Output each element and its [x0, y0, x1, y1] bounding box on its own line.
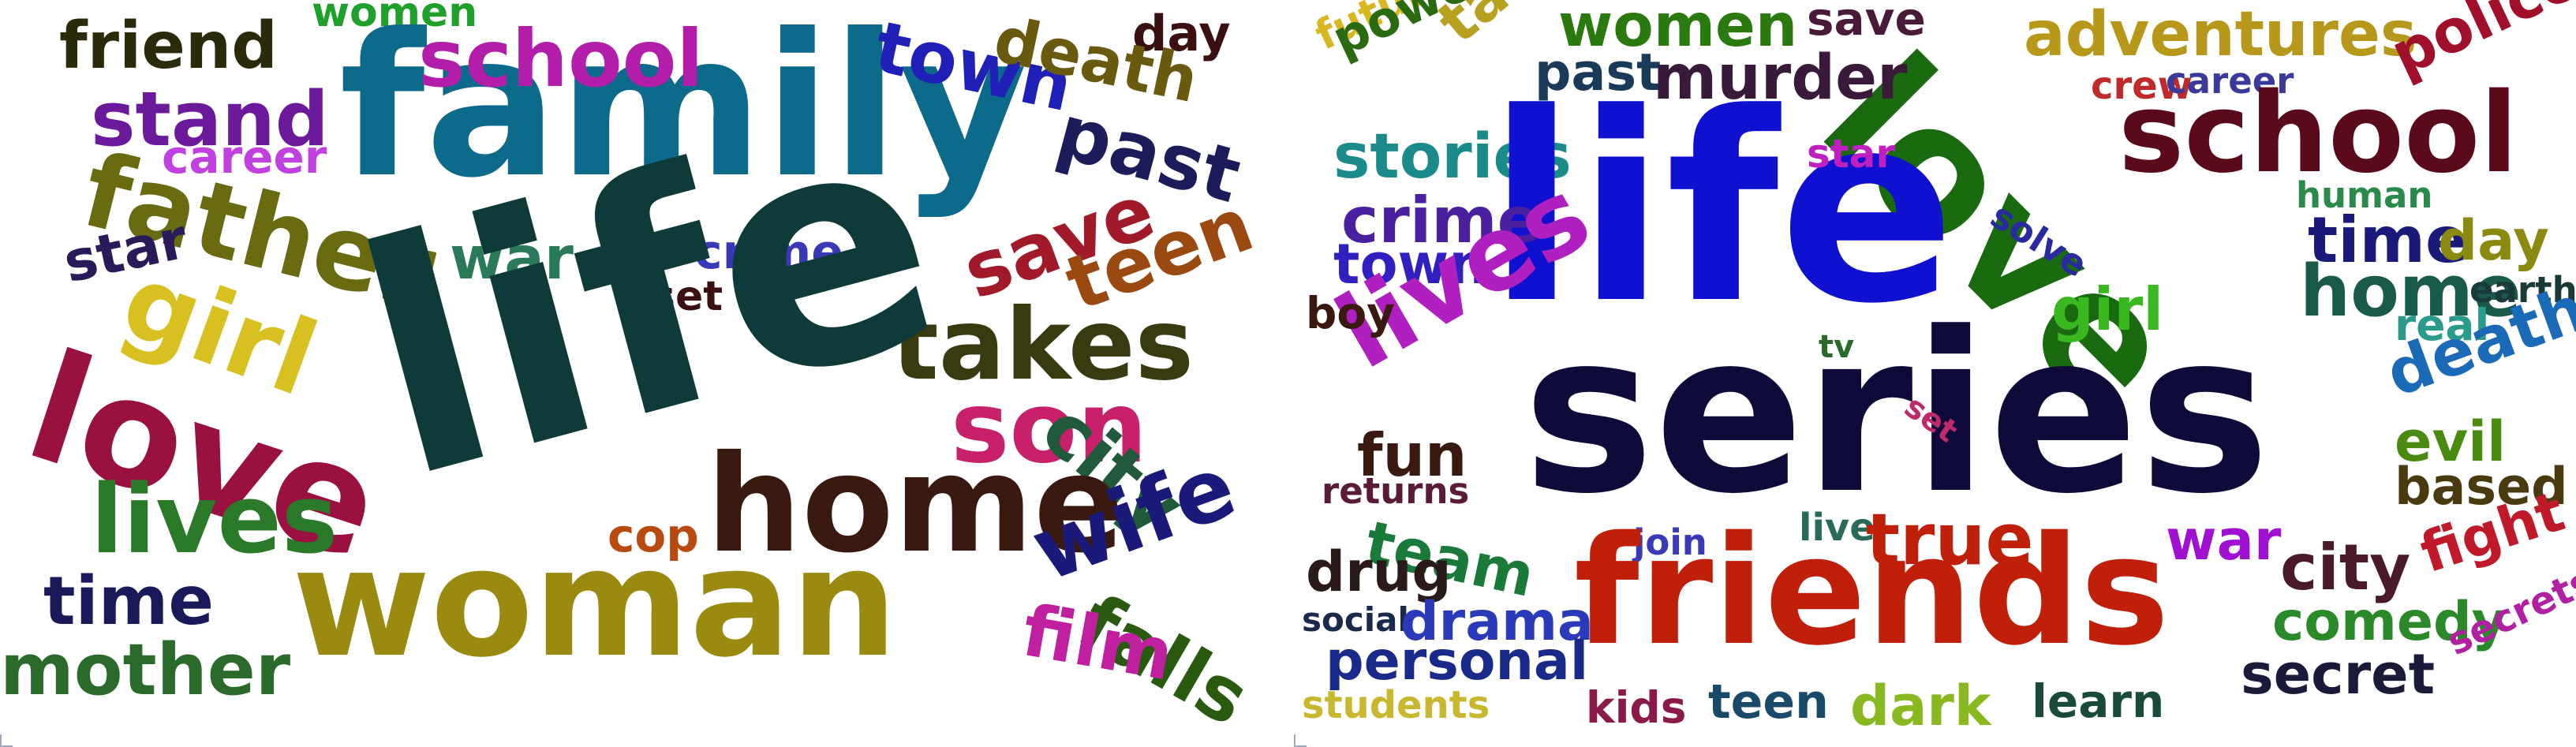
cloud-word: past — [1535, 43, 1662, 103]
cloud-word: time — [43, 562, 214, 641]
cloud-word: personal — [1325, 630, 1589, 693]
cloud-word: family — [339, 0, 1028, 221]
cloud-word: learn — [2032, 674, 2165, 728]
cloud-word: takes — [892, 288, 1195, 402]
cloud-word: crew — [2091, 64, 2193, 108]
cloud-word: based — [2395, 458, 2568, 517]
cloud-word: real — [2395, 300, 2490, 350]
cloud-word: friends — [1574, 504, 2170, 678]
word-cloud-right: futurepowertakeswomensaveloveadventuresp… — [1294, 0, 2576, 747]
cloud-word: drug — [1306, 540, 1452, 604]
cloud-word: mother — [0, 629, 291, 712]
cloud-word: join — [1633, 521, 1707, 563]
cloud-word: crime — [1341, 184, 1540, 257]
cloud-word: star — [1807, 131, 1896, 177]
cloud-word: secret — [2241, 642, 2436, 707]
cloud-word: fun — [1357, 420, 1467, 490]
cloud-word: day — [1132, 5, 1231, 62]
cloud-word: teen — [1708, 674, 1829, 730]
cloud-word: city — [2280, 531, 2411, 604]
cloud-word: day — [2438, 208, 2549, 273]
corner-mark — [0, 734, 13, 747]
cloud-word: crime — [694, 225, 843, 280]
cloud-word: true — [1866, 499, 2034, 581]
cloud-word: women — [312, 0, 478, 36]
cloud-word: home — [2300, 250, 2522, 333]
cloud-word: students — [1302, 683, 1490, 727]
cloud-word: town — [1333, 232, 1489, 297]
word-cloud-left: friend women family school town day death stand… — [0, 0, 1264, 747]
cloud-word: friend — [59, 9, 278, 84]
cloud-word: war — [450, 223, 574, 293]
cloud-word: home — [706, 427, 1125, 583]
cloud-word: kids — [1586, 682, 1687, 733]
cloud-word: evil — [2395, 409, 2507, 474]
cloud-word: drama — [1400, 591, 1594, 653]
cloud-word: school — [2118, 69, 2518, 198]
cloud-word: returns — [1322, 470, 1470, 512]
cloud-word: women — [1558, 0, 1798, 60]
cloud-word: tv — [1819, 329, 1855, 365]
corner-mark — [1294, 734, 1307, 747]
cloud-word: boy — [1306, 288, 1396, 338]
cloud-word: set — [651, 273, 723, 320]
cloud-word: social — [1302, 600, 1409, 639]
cloud-word: comedy — [2272, 591, 2507, 653]
cloud-word: woman — [292, 516, 898, 690]
cloud-word: stand — [91, 77, 329, 163]
cloud-word: adventures — [2024, 0, 2417, 70]
cloud-word: lives — [91, 465, 338, 575]
cloud-word: time — [2308, 204, 2469, 277]
cloud-word: cop — [608, 509, 699, 562]
cloud-word: dark — [1850, 674, 1991, 738]
cloud-word: save — [1807, 0, 1926, 46]
cloud-word: war — [2166, 508, 2282, 573]
cloud-word: earth — [2469, 269, 2576, 311]
cloud-word: school — [418, 13, 704, 105]
cloud-word: life — [1487, 58, 1956, 360]
cloud-word: murder — [1653, 43, 1908, 114]
cloud-word: girl — [2051, 275, 2164, 344]
cloud-word: stories — [1333, 121, 1572, 192]
cloud-word: series — [1523, 286, 2271, 543]
cloud-word: career — [162, 130, 327, 184]
cloud-word: son — [951, 371, 1148, 485]
cloud-word: human — [2296, 174, 2433, 216]
cloud-word: career — [2166, 60, 2294, 102]
cloud-word: live — [1799, 506, 1875, 550]
